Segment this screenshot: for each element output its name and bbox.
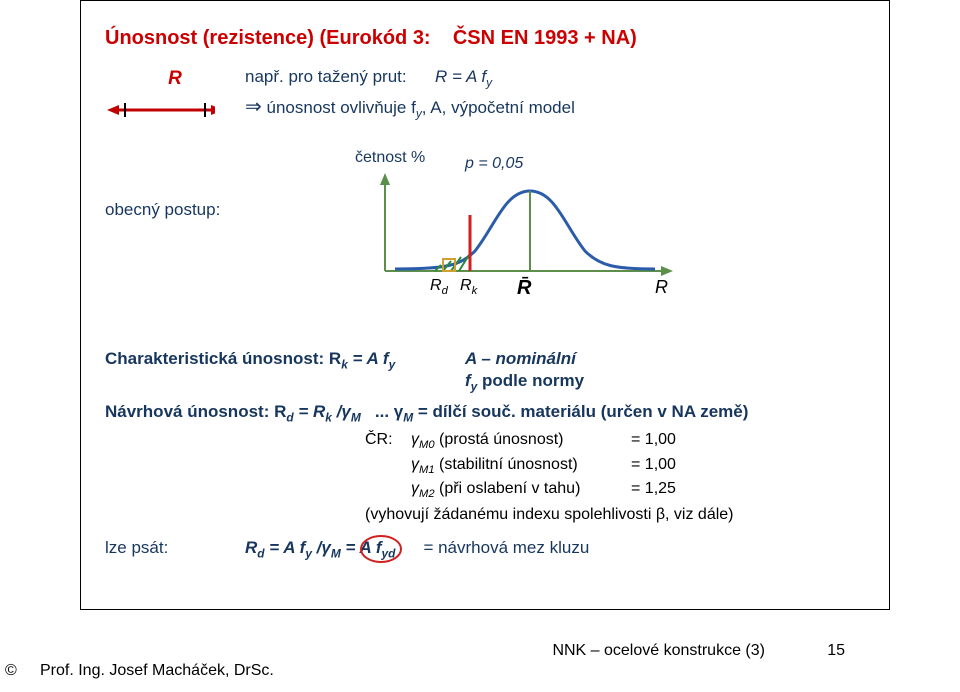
Rk-axis-label: Rk <box>460 275 477 299</box>
beam-diagram <box>105 98 215 124</box>
cetnost-label: četnost % <box>355 147 425 169</box>
Rbar-axis-label: R̄ <box>517 275 531 302</box>
example-line-2: ⇒ únosnost ovlivňuje fy, A, výpočetní mo… <box>245 94 865 121</box>
cr-block: ČR: γM0 (prostá únosnost) = 1,00 γM1 (st… <box>365 429 865 525</box>
fyd-circle-icon <box>359 532 409 566</box>
copyright-icon: © <box>5 662 17 680</box>
footer-author: Prof. Ing. Josef Macháček, DrSc. <box>40 662 274 680</box>
p-label: p = 0,05 <box>465 153 523 175</box>
footer-course: NNK – ocelové konstrukce (3) 15 <box>552 642 845 660</box>
char-unosnost-line: Charakteristická únosnost: Rk = A fy A –… <box>105 348 865 395</box>
nav-unosnost-line: Návrhová únosnost: Rd = Rk /γM ... γM = … <box>105 401 865 425</box>
obecny-postup-label: obecný postup: <box>105 199 365 222</box>
example-line-1: např. pro tažený prut: R = A fy <box>245 66 865 90</box>
page-title: Únosnost (rezistence) (Eurokód 3: ČSN EN… <box>105 25 865 52</box>
lze-psat-line: lze psát: Rd = A fy /γM = A fyd = návrho… <box>105 532 865 566</box>
Rd-axis-label: Rd <box>430 275 448 299</box>
R-label: R <box>105 66 245 92</box>
R-axis-label: R <box>655 275 668 299</box>
